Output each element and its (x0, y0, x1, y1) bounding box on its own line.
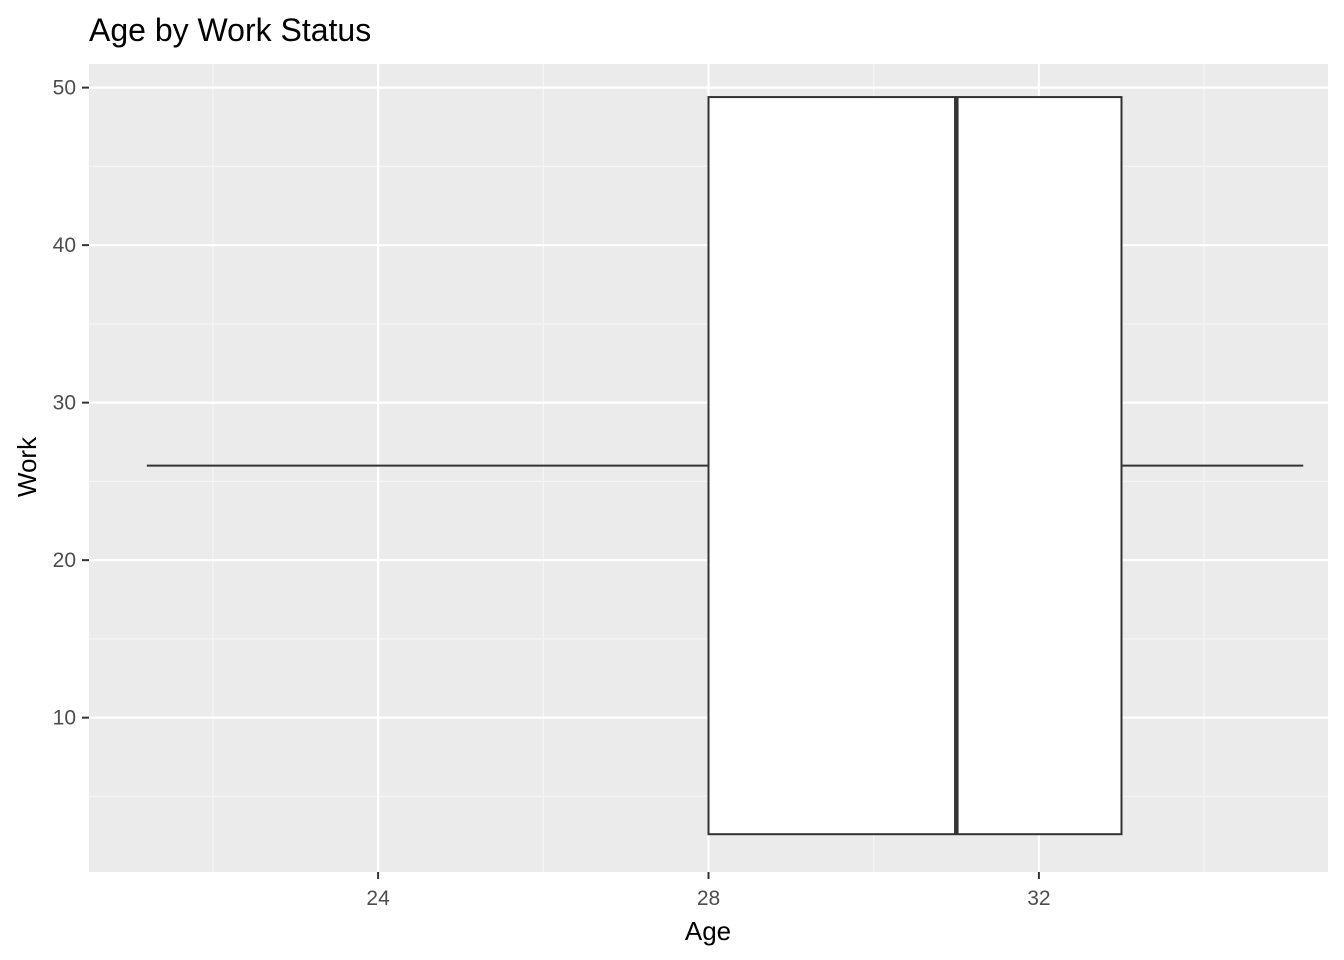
x-tick-label: 28 (697, 887, 720, 910)
chart-title: Age by Work Status (89, 12, 371, 48)
y-tick-label: 20 (53, 549, 76, 572)
boxplot (146, 96, 1304, 836)
x-axis-title: Age (685, 916, 731, 946)
y-axis-title: Work (12, 436, 42, 497)
y-tick-label: 40 (53, 234, 76, 257)
x-axis: 24 28 32 (366, 872, 1051, 910)
y-tick-label: 50 (53, 77, 76, 100)
x-tick-label: 32 (1027, 887, 1050, 910)
box-iqr (707, 96, 1123, 836)
x-tick-label: 24 (366, 887, 390, 910)
y-axis: 10 20 30 40 50 (53, 77, 89, 730)
y-tick-label: 10 (53, 707, 76, 730)
y-tick-label: 30 (53, 392, 76, 415)
